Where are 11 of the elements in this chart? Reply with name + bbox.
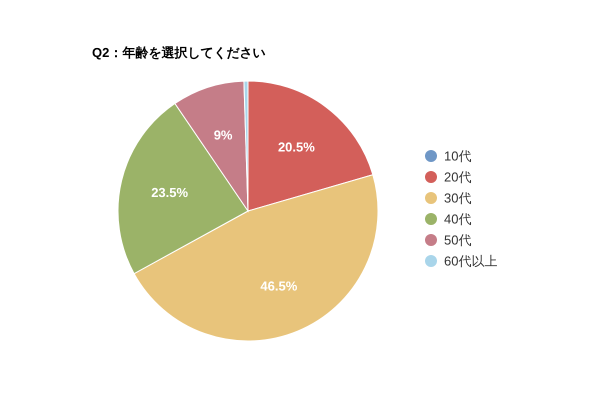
data-label: 46.5%	[260, 278, 298, 294]
legend-label: 50代	[444, 232, 472, 248]
legend-label: 20代	[444, 170, 472, 184]
legend-label: 10代	[444, 148, 472, 164]
chart-title: Q2：年齢を選択してください	[92, 45, 266, 60]
data-label: 9%	[214, 127, 233, 142]
legend-label: 60代以上	[444, 254, 498, 268]
data-label: 23.5%	[151, 185, 188, 200]
legend-label: 30代	[444, 190, 472, 206]
data-label: 20.5%	[278, 140, 316, 155]
legend-label: 40代	[444, 212, 472, 226]
